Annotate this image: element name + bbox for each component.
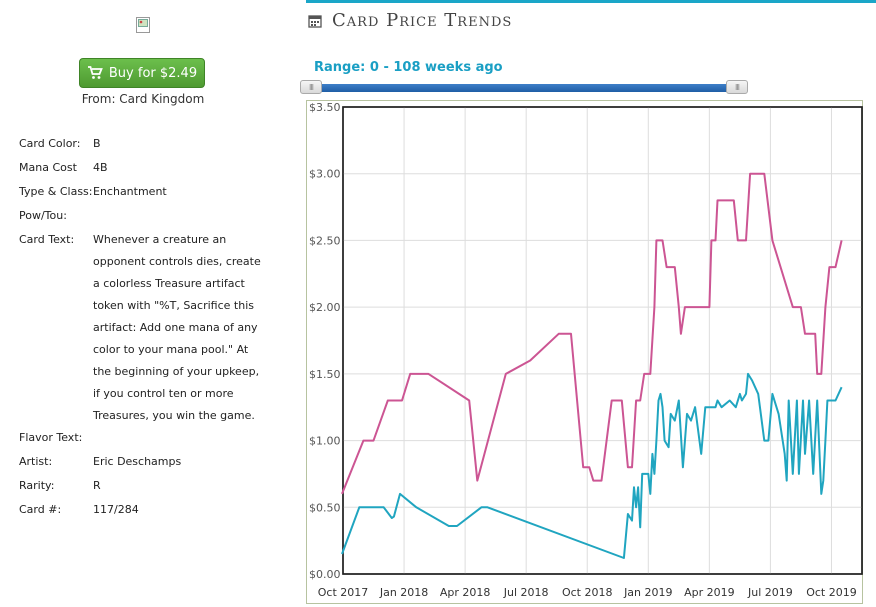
attribute-row: Type & Class: Enchantment — [19, 181, 279, 205]
slider-handle-start[interactable]: III — [300, 80, 322, 94]
buy-button-label: Buy for $2.49 — [108, 65, 198, 81]
calendar-icon — [308, 14, 322, 28]
attribute-value: 4B — [93, 161, 108, 174]
attribute-value: Whenever a creature an opponent controls… — [93, 233, 261, 422]
attribute-label: Artist: — [19, 455, 53, 468]
attribute-label: Card Color: — [19, 137, 81, 150]
slider-handle-end[interactable]: III — [726, 80, 748, 94]
attribute-label: Type & Class: — [19, 185, 93, 198]
attribute-value: B — [93, 137, 101, 150]
attribute-row: Card #: 117/284 — [19, 499, 279, 523]
section-header: Card Price Trends — [308, 10, 512, 31]
attribute-label: Mana Cost — [19, 161, 77, 174]
range-label: Range: 0 - 108 weeks ago — [314, 60, 503, 75]
vendor-label: From: Card Kingdom — [81, 92, 205, 106]
attribute-row: Pow/Tou: — [19, 205, 279, 229]
chart-frame — [306, 100, 863, 604]
attribute-label: Rarity: — [19, 479, 55, 492]
attribute-label: Card Text: — [19, 233, 75, 246]
attribute-row: Artist: Eric Deschamps — [19, 451, 279, 475]
attribute-value: 117/284 — [93, 503, 139, 516]
slider-track[interactable] — [312, 84, 736, 92]
attribute-row: Card Color: B — [19, 133, 279, 157]
section-accent-bar — [306, 0, 876, 3]
attribute-row: Card Text: Whenever a creature an opponen… — [19, 229, 279, 427]
attribute-label: Card #: — [19, 503, 62, 516]
attribute-value — [93, 427, 279, 451]
attribute-value: Enchantment — [93, 185, 167, 198]
card-image — [136, 17, 150, 33]
attribute-value — [93, 205, 279, 229]
attribute-value: Eric Deschamps — [93, 455, 182, 468]
attribute-row: Mana Cost 4B — [19, 157, 279, 181]
buy-button[interactable]: Buy for $2.49 — [79, 58, 205, 88]
attribute-value: R — [93, 479, 101, 492]
range-slider[interactable]: III III — [300, 80, 748, 96]
attribute-row: Flavor Text: — [19, 427, 279, 451]
attribute-label: Flavor Text: — [19, 431, 83, 444]
attribute-label: Pow/Tou: — [19, 209, 67, 222]
attribute-row: Rarity: R — [19, 475, 279, 499]
card-attributes: Card Color: B Mana Cost 4B Type & Class: Ench… — [19, 133, 279, 523]
card-details-panel: Buy for $2.49 From: Card Kingdom Card Co… — [0, 0, 290, 607]
shopping-cart-icon — [87, 66, 103, 79]
section-title: Card Price Trends — [332, 10, 513, 31]
